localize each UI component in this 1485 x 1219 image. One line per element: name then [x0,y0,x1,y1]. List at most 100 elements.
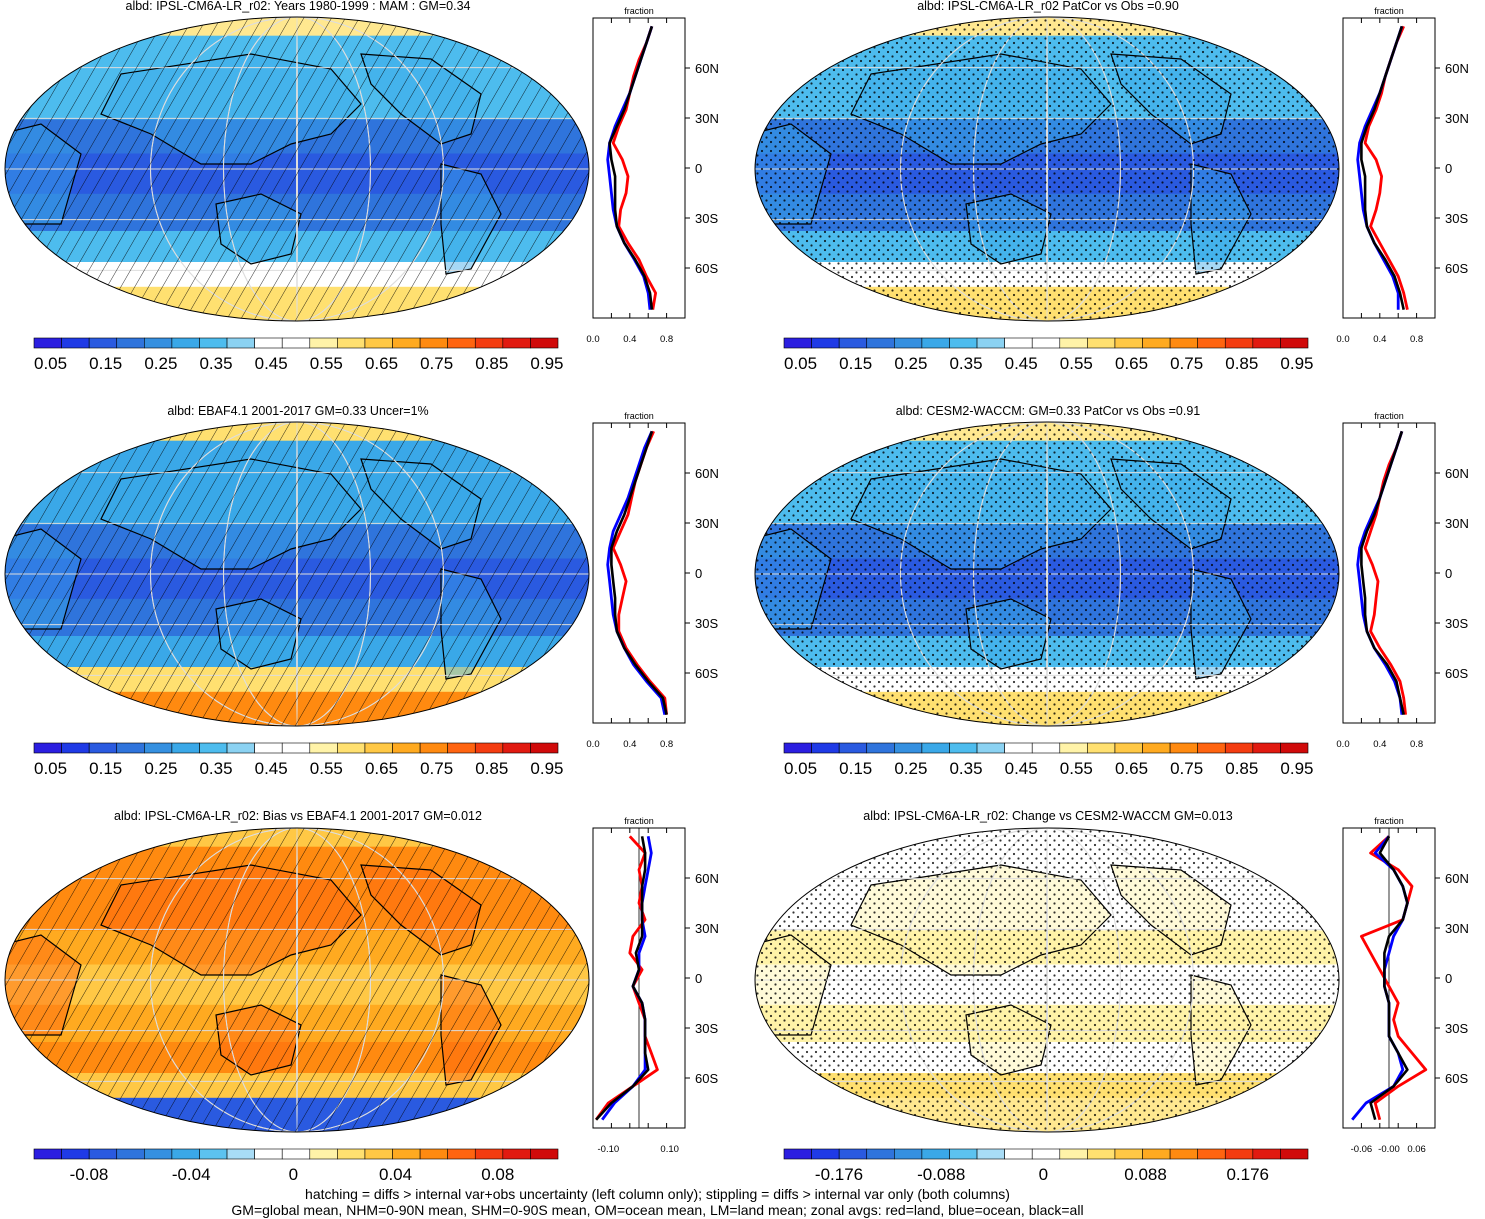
zonal-lat-label: 0 [695,971,702,986]
colorbar-tick-label: 0.55 [310,354,343,373]
colorbar-tick-label: 0.65 [1115,354,1148,373]
colorbar-swatch [33,337,62,349]
colorbar-swatch [364,337,393,349]
zonal-x-tick-label: 0.8 [1410,334,1423,345]
colorbar-swatch [838,742,868,754]
colorbar-swatch [976,1148,1005,1160]
zonal-lat-label: 60N [695,871,719,886]
colorbar-swatch [226,1148,255,1160]
zonal-lat-label: 60S [1445,1071,1468,1086]
zonal-lat-label: 30S [695,1021,718,1036]
colorbar-tick-label: 0.35 [949,759,982,778]
colorbar-swatch [1114,337,1143,349]
zonal-lat-label: 30N [695,921,719,936]
colorbar-tick-label: 0.04 [379,1165,412,1184]
zonal-series-red [611,25,657,310]
colorbar-swatch [254,742,283,754]
colorbar-swatch [1031,742,1061,754]
colorbar-swatch [144,742,173,754]
colorbar-tick-label: -0.04 [172,1165,211,1184]
colorbar-swatch [171,1148,200,1160]
colorbar-swatch [949,742,978,754]
colorbar-tick-label: 0.85 [1225,759,1258,778]
colorbar-tick-label: 0.75 [1170,759,1203,778]
zonal-series-blue [606,430,667,716]
colorbar-tick-label: 0.55 [1060,354,1093,373]
colorbar-tick-label: 0.55 [1060,759,1093,778]
panel-title-5: albd: IPSL-CM6A-LR_r02: Bias vs EBAF4.1 … [114,809,482,823]
colorbar-swatch [976,742,1005,754]
zonal-x-tick-label: 0.0 [586,739,599,750]
colorbar-swatch [1169,337,1198,349]
colorbar-swatch [1224,1148,1254,1160]
colorbar-swatch [392,1148,421,1160]
colorbar-swatch [894,337,923,349]
colorbar-swatch [949,337,978,349]
zonal-lat-label: 60N [695,466,719,481]
colorbar-swatch [502,337,531,349]
colorbar-tick-label: 0.25 [144,354,177,373]
colorbar-swatch [811,742,840,754]
zonal-x-tick-label: 0.4 [623,334,636,345]
colorbar-swatch [1252,337,1281,349]
colorbar-tick-label: 0.85 [1225,354,1258,373]
colorbar-swatch [33,742,62,754]
zonal-lat-label: 30N [1445,921,1469,936]
zonal-lat-label: 60N [1445,61,1469,76]
colorbar-swatch [811,337,840,349]
colorbar-swatch [88,337,118,349]
colorbar-swatch [1252,742,1281,754]
colorbar-tick-label: 0.05 [34,354,67,373]
colorbar-swatch [530,337,559,349]
colorbar-swatch [226,337,255,349]
colorbar-swatch [1087,337,1116,349]
colorbar-tick-label: 0.15 [89,354,122,373]
colorbar-swatch [447,337,476,349]
zonal-axis-title: fraction [624,816,654,826]
colorbar-swatch [364,742,393,754]
colorbar-tick-label: 0.95 [1280,354,1313,373]
colorbar-tick-label: 0.45 [1005,354,1038,373]
colorbar-swatch [502,742,531,754]
zonal-x-tick-label: -0.00 [1378,1144,1400,1155]
colorbar-tick-label: 0.08 [481,1165,514,1184]
colorbar-swatch [309,742,338,754]
colorbar-swatch [1114,1148,1143,1160]
colorbar-swatch [502,1148,531,1160]
colorbar-swatch [976,337,1005,349]
colorbar-tick-label: 0.15 [839,354,872,373]
zonal-lat-label: 60N [1445,871,1469,886]
zonal-lat-label: 0 [1445,161,1452,176]
zonal-plot-5: fraction 60N 30N 0 30S 60S -0.10 0.10 [592,816,719,1155]
footer-note-1: hatching = diffs > internal var+obs unce… [305,1186,1010,1202]
zonal-x-tick-label: -0.10 [598,1144,620,1155]
colorbar-swatch [61,337,90,349]
colorbar-swatch [921,1148,950,1160]
colorbar-swatch [337,742,366,754]
colorbar-swatch [116,1148,145,1160]
zonal-x-tick-label: 0.8 [660,334,673,345]
colorbar-tick-label: 0 [289,1165,298,1184]
zonal-axis-title: fraction [624,6,654,16]
zonal-x-tick-label: 0.06 [1407,1144,1426,1155]
colorbar-tick-label: 0.85 [475,354,508,373]
colorbar-tick-label: 0.45 [1005,759,1038,778]
colorbar-tick-label: 0.15 [89,759,122,778]
zonal-x-tick-label: 0.0 [1336,739,1349,750]
colorbar-swatch [949,1148,978,1160]
colorbar-tick-label: 0.45 [255,354,288,373]
colorbar-tick-label: -0.176 [815,1165,863,1184]
map-border [4,827,590,1133]
zonal-lat-label: 60S [695,261,718,276]
zonal-lat-label: 30N [695,516,719,531]
colorbar-swatch [116,742,145,754]
colorbar-tick-label: -0.088 [917,1165,965,1184]
colorbar-swatch [61,1148,90,1160]
map-panel-2 [754,16,1340,322]
colorbar-swatch [1031,337,1061,349]
zonal-series-black [1360,430,1405,715]
zonal-series-black [595,836,650,1121]
colorbar-swatch [1197,742,1226,754]
map-border [754,16,1340,322]
zonal-lat-label: 30S [1445,616,1468,631]
